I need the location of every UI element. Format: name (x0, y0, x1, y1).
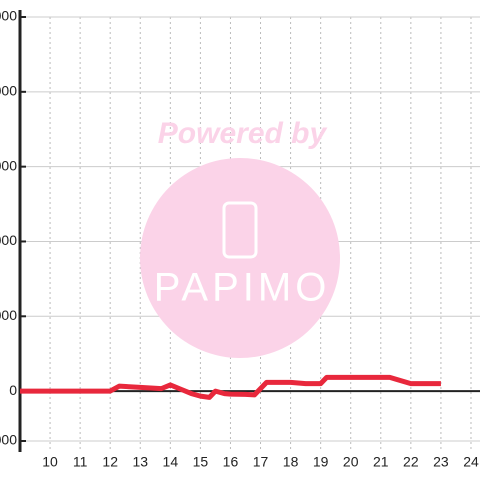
y-tick-label: 150,000 (0, 8, 17, 24)
y-tick-label: -20,000 (0, 432, 17, 448)
x-tick-label: 17 (253, 454, 269, 470)
x-tick-label: 20 (343, 454, 359, 470)
data-line (20, 374, 441, 400)
x-tick-label: 15 (193, 454, 209, 470)
x-tick-label: 16 (223, 454, 239, 470)
watermark-logo: PAPIMO (154, 266, 331, 310)
y-tick-label: 90,000 (0, 157, 17, 173)
y-tick-label: 0 (9, 382, 17, 398)
x-tick-label: 22 (403, 454, 419, 470)
watermark-text: Powered by (158, 117, 328, 150)
x-tick-label: 23 (433, 454, 449, 470)
x-tick-label: 11 (73, 454, 88, 470)
x-tick-label: 18 (283, 454, 299, 470)
watermark-phone (222, 201, 258, 259)
x-tick-label: 13 (132, 454, 148, 470)
y-tick-label: 120,000 (0, 83, 17, 99)
y-tick-label: 60,000 (0, 232, 17, 248)
x-tick-label: 14 (163, 454, 179, 470)
x-tick-label: 12 (102, 454, 118, 470)
x-tick-label: 19 (313, 454, 329, 470)
watermark: Powered by PAPIMO (140, 117, 340, 358)
x-tick-label: 10 (42, 454, 58, 470)
x-tick-label: 21 (373, 454, 389, 470)
y-tick-label: 30,000 (0, 307, 17, 323)
x-tick-label: 24 (463, 454, 479, 470)
